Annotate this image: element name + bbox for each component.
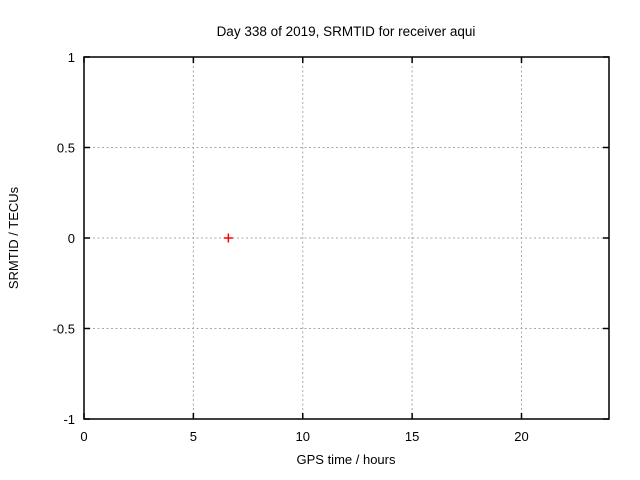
x-tick-label: 10 <box>296 429 310 444</box>
x-tick-label: 15 <box>405 429 419 444</box>
x-tick-label: 0 <box>80 429 87 444</box>
y-tick-label: 1 <box>68 50 75 65</box>
x-axis-label: GPS time / hours <box>297 452 396 467</box>
grid-layer <box>84 57 609 419</box>
y-tick-label: -1 <box>63 412 75 427</box>
y-tick-label: 0 <box>68 231 75 246</box>
x-tick-label: 20 <box>514 429 528 444</box>
tick-layer <box>83 56 609 420</box>
chart-title: Day 338 of 2019, SRMTID for receiver aqu… <box>217 24 476 39</box>
y-tick-label: 0.5 <box>57 141 75 156</box>
x-tick-label: 5 <box>190 429 197 444</box>
y-axis-label: SRMTID / TECUs <box>6 186 21 289</box>
data-layer <box>223 233 233 243</box>
y-tick-label: -0.5 <box>53 322 75 337</box>
tick-label-layer: 0 5 10 15 20 -1 -0.5 0 0.5 1 <box>53 50 529 444</box>
